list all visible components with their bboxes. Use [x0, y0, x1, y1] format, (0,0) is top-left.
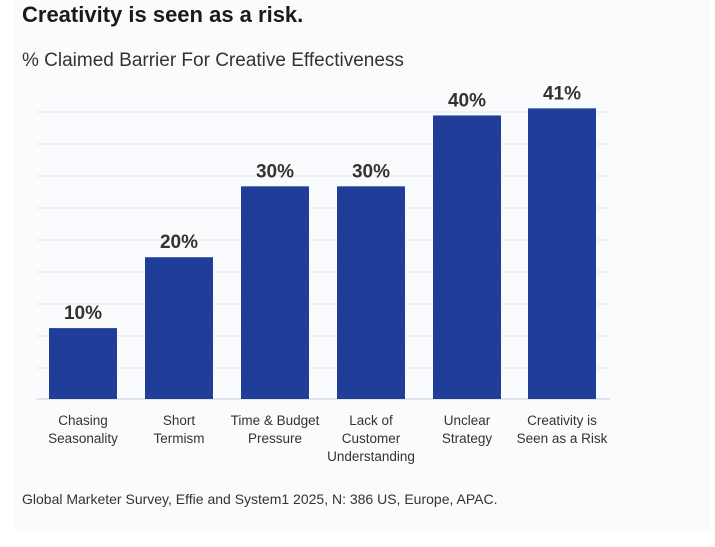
- category-label-5-line-0: Creativity is: [527, 413, 597, 428]
- bar-value-label-4: 40%: [448, 90, 486, 111]
- source-note: Global Marketer Survey, Effie and System…: [22, 491, 498, 507]
- page-title: Creativity is seen as a risk.: [22, 2, 304, 27]
- bar-5: [528, 108, 596, 399]
- bar-value-label-1: 20%: [160, 232, 198, 253]
- category-label-3-line-0: Lack of: [349, 413, 393, 428]
- category-label-1-line-1: Termism: [154, 431, 205, 446]
- category-label-0-line-0: Chasing: [58, 413, 108, 428]
- category-label-3-line-1: Customer: [342, 431, 401, 446]
- bar-3: [337, 186, 405, 399]
- category-label-2-line-1: Pressure: [248, 431, 302, 446]
- category-label-4-line-0: Unclear: [444, 413, 491, 428]
- bar-value-label-0: 10%: [64, 303, 102, 324]
- category-label-2-line-0: Time & Budget: [231, 413, 320, 428]
- category-label-1-line-0: Short: [163, 413, 196, 428]
- bar-value-label-5: 41%: [543, 83, 581, 104]
- bar-value-label-3: 30%: [352, 161, 390, 182]
- category-label-0-line-1: Seasonality: [48, 431, 118, 446]
- category-label-4-line-1: Strategy: [442, 431, 493, 446]
- bar-value-label-2: 30%: [256, 161, 294, 182]
- bar-0: [49, 328, 117, 399]
- bar-1: [145, 257, 213, 399]
- bar-4: [433, 115, 501, 399]
- category-label-3-line-2: Understanding: [327, 449, 415, 464]
- chart-subtitle: % Claimed Barrier For Creative Effective…: [22, 50, 404, 71]
- category-label-5-line-1: Seen as a Risk: [517, 431, 608, 446]
- bar-2: [241, 186, 309, 399]
